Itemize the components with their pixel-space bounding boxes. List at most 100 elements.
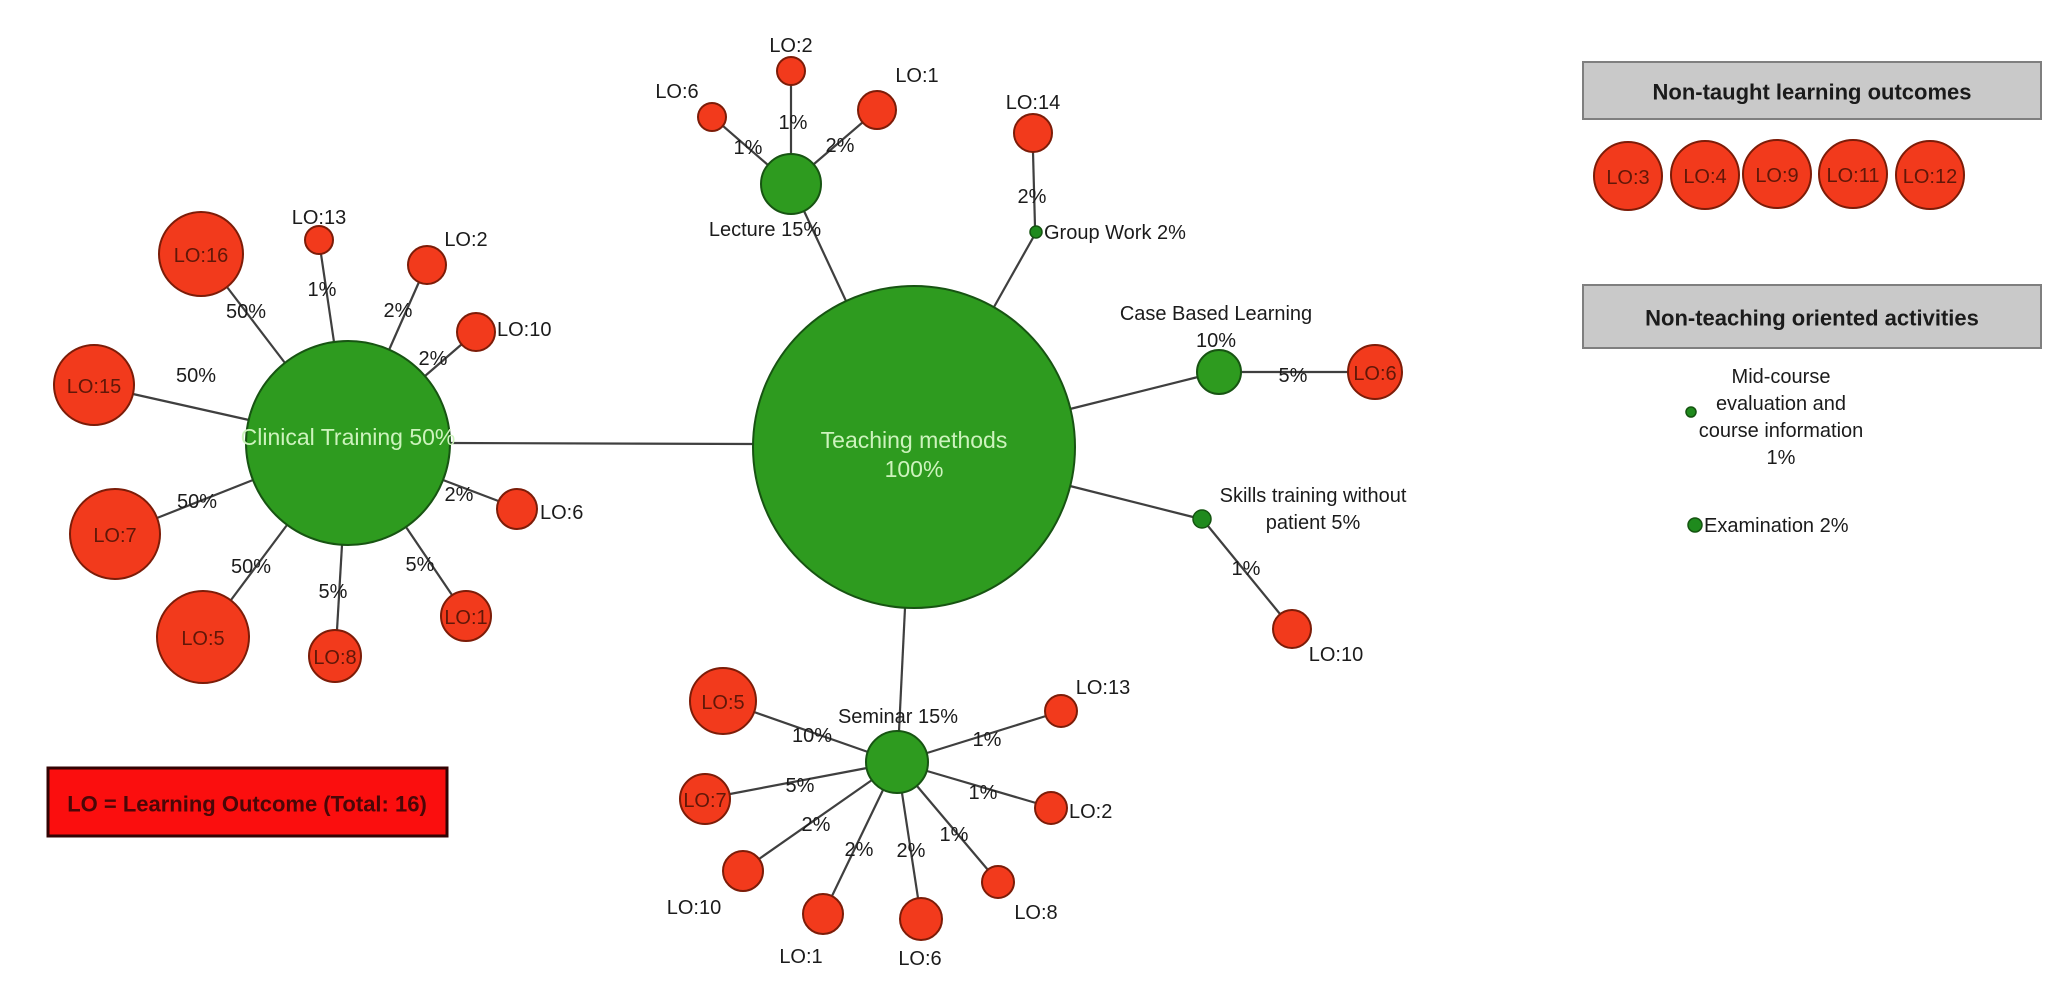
edge-clinical-lo10	[424, 343, 463, 377]
clinical-lo1-label: LO:1	[444, 607, 487, 629]
non-taught-header: Non-taught learning outcomes	[1653, 80, 1972, 105]
node-casebased-lo6	[1347, 344, 1403, 400]
nontaught-lo9-label: LO:9	[1755, 165, 1798, 187]
mid-course-line3: course information	[1699, 420, 1864, 442]
clinical-lo2-label: LO:2	[444, 229, 487, 251]
non-teaching-header-box	[1582, 284, 2042, 349]
node-clinical-lo5	[156, 590, 250, 684]
clinical-lo13-weight: 1%	[308, 279, 337, 301]
lecture-lo1-label: LO:1	[895, 65, 938, 87]
node-clinical-lo2	[407, 245, 447, 285]
seminar-label: Seminar 15%	[838, 706, 958, 728]
seminar-lo8-label: LO:8	[1014, 902, 1057, 924]
node-clinical-lo13	[304, 225, 334, 255]
edge-seminar-lo6	[900, 792, 920, 899]
mid-course-line2: evaluation and	[1716, 393, 1846, 415]
edge-seminar-lo2	[926, 769, 1037, 805]
mid-course-line1: Mid-course	[1732, 366, 1831, 388]
seminar-lo2-weight: 1%	[969, 782, 998, 804]
edge-lecture-lo6	[722, 125, 769, 166]
node-nontaught-lo4	[1670, 140, 1740, 210]
edge-clinical-lo6	[442, 478, 502, 504]
edge-clinical-lo1	[405, 526, 453, 596]
seminar-satellites: LO:5 10% LO:7 5% LO:10 2% LO:1 2% LO:6 2…	[667, 667, 1130, 970]
clinical-lo8-weight: 5%	[319, 581, 348, 603]
node-lecture-lo6	[697, 102, 727, 132]
node-nontaught-lo11	[1818, 139, 1888, 209]
right-panel: Non-taught learning outcomes LO:3 LO:4 L…	[1582, 61, 2042, 537]
node-clinical-lo6	[496, 488, 538, 530]
seminar-lo5-label: LO:5	[701, 692, 744, 714]
teaching-methods-pct: 100%	[885, 456, 944, 482]
edge-lecture-lo1	[813, 121, 864, 165]
clinical-lo15-weight: 50%	[176, 365, 216, 387]
legend-box	[46, 766, 449, 838]
case-based-pct: 10%	[1196, 330, 1236, 352]
lecture-lo2-label: LO:2	[769, 35, 812, 57]
node-group-work-dot	[1029, 225, 1043, 239]
clinical-lo6-weight: 2%	[445, 484, 474, 506]
node-skills-training-dot	[1192, 509, 1212, 529]
edge-clinical-lo15	[132, 392, 250, 422]
edge-seminar-lo10	[758, 779, 873, 860]
lecture-lo1-weight: 2%	[826, 135, 855, 157]
lecture-lo2-weight: 1%	[779, 112, 808, 134]
skills-label-line1: Skills training without	[1220, 485, 1407, 507]
mid-course-line4: 1%	[1767, 447, 1796, 469]
nontaught-lo12-label: LO:12	[1903, 166, 1957, 188]
mid-course-dot	[1685, 406, 1697, 418]
skills-satellites: LO:10 1%	[1232, 558, 1364, 666]
skills-lo10-label: LO:10	[1309, 644, 1363, 666]
casebased-lo6-label: LO:6	[1353, 363, 1396, 385]
node-seminar-lo7	[679, 773, 731, 825]
edge-seminar-lo7	[729, 766, 868, 796]
node-nontaught-lo12	[1895, 140, 1965, 210]
node-nontaught-lo3	[1593, 141, 1663, 211]
edge-teaching-casebased	[1069, 375, 1199, 411]
node-lecture-lo1	[857, 90, 897, 130]
node-clinical-training	[245, 340, 451, 546]
node-clinical-lo8	[308, 629, 362, 683]
seminar-lo10-weight: 2%	[802, 814, 831, 836]
clinical-satellites: LO:16 50% LO:13 1% LO:2 2% LO:10 2% LO:1…	[53, 207, 583, 684]
teaching-methods-label: Teaching methods	[821, 427, 1008, 453]
edge-clinical-lo16	[226, 286, 286, 364]
seminar-lo2-label: LO:2	[1069, 801, 1112, 823]
group-work-label: Group Work 2%	[1044, 222, 1186, 244]
examination-label: Examination 2%	[1704, 515, 1849, 537]
node-seminar-lo10	[722, 850, 764, 892]
seminar-lo13-weight: 1%	[973, 729, 1002, 751]
nontaught-lo4-label: LO:4	[1683, 166, 1726, 188]
clinical-lo2-weight: 2%	[384, 300, 413, 322]
clinical-lo15-label: LO:15	[67, 376, 121, 398]
clinical-lo16-weight: 50%	[226, 301, 266, 323]
seminar-lo1-weight: 2%	[845, 839, 874, 861]
group-work-satellites: LO:14 2%	[1006, 92, 1060, 208]
clinical-lo10-label: LO:10	[497, 319, 551, 341]
clinical-lo7-label: LO:7	[93, 525, 136, 547]
legend-text: LO = Learning Outcome (Total: 16)	[67, 792, 427, 817]
edge-teaching-groupwork	[993, 235, 1035, 308]
node-seminar-lo5	[689, 667, 757, 735]
node-lecture-lo2	[776, 56, 806, 86]
non-teaching-header: Non-teaching oriented activities	[1645, 306, 1979, 331]
edge-clinical-lo13	[319, 253, 336, 343]
seminar-lo6-weight: 2%	[897, 840, 926, 862]
casebased-lo6-weight: 5%	[1279, 365, 1308, 387]
seminar-lo7-label: LO:7	[683, 790, 726, 812]
edge-skills-lo10	[1207, 525, 1281, 615]
case-based-label: Case Based Learning	[1120, 303, 1312, 325]
groupwork-lo14-label: LO:14	[1006, 92, 1060, 114]
clinical-lo7-weight: 50%	[177, 491, 217, 513]
node-seminar-lo6	[899, 897, 943, 941]
edge-groupwork-lo14	[1031, 151, 1037, 228]
node-case-based-learning	[1196, 349, 1242, 395]
nontaught-lo3-label: LO:3	[1606, 167, 1649, 189]
skills-label-line2: patient 5%	[1266, 512, 1361, 534]
node-groupwork-lo14	[1013, 113, 1053, 153]
non-taught-header-box	[1582, 61, 2042, 120]
node-clinical-lo7	[69, 488, 161, 580]
activity-nodes: Teaching methods 100% Clinical Training …	[241, 153, 1407, 794]
